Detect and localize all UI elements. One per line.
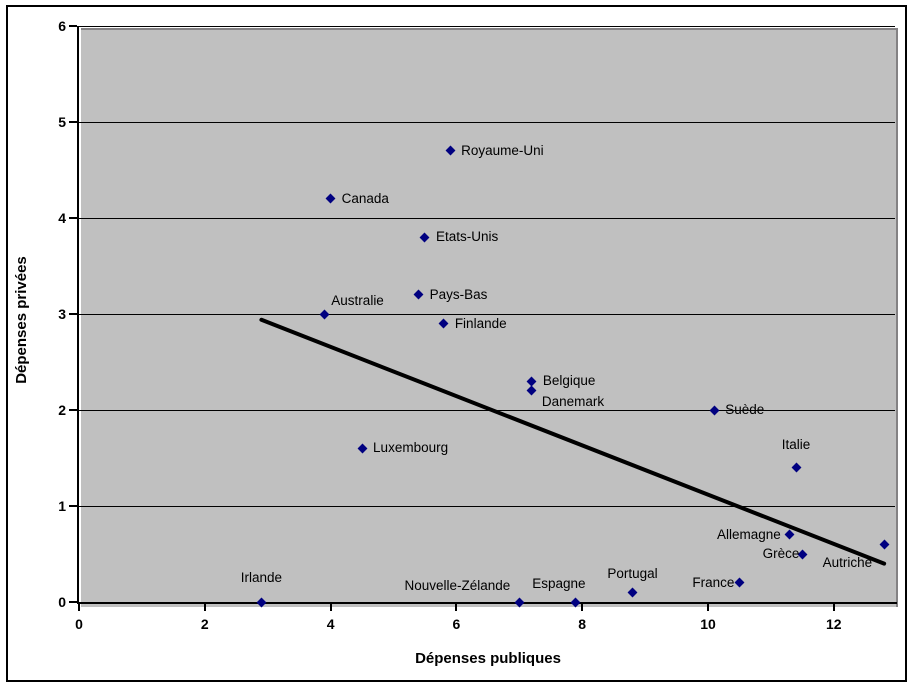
point-label-australie: Australie	[331, 293, 384, 308]
point-label-grece: Grèce	[762, 546, 800, 561]
point-label-pays-bas: Pays-Bas	[429, 286, 488, 302]
point-label-royaume-uni: Royaume-Uni	[461, 142, 544, 158]
point-label-finlande: Finlande	[454, 315, 507, 331]
trendline-layer	[259, 317, 887, 566]
point-label-luxembourg: Luxembourg	[373, 440, 449, 456]
x-tick-label-8: 8	[578, 616, 587, 632]
plot-area	[81, 28, 898, 607]
x-axis-tick-12	[832, 604, 835, 611]
point-label-italie: Italie	[781, 436, 811, 452]
x-tick-label-0: 0	[75, 616, 83, 632]
y-axis-line	[77, 26, 79, 604]
x-axis-tick-6	[455, 604, 458, 611]
gridline-y-3	[79, 314, 895, 315]
y-axis-tick-0	[69, 601, 77, 603]
gridline-y-4	[79, 218, 895, 219]
x-tick-label-12: 12	[826, 616, 842, 632]
gridline-y-6	[79, 26, 895, 27]
x-tick-label-10: 10	[700, 616, 716, 632]
x-tick-label-6: 6	[452, 616, 461, 632]
y-axis-tick-2	[69, 409, 77, 411]
y-tick-label-3: 3	[58, 306, 66, 322]
point-label-irlande: Irlande	[240, 570, 283, 585]
y-axis-tick-1	[69, 505, 77, 507]
x-tick-label-4: 4	[326, 616, 335, 632]
y-axis-tick-5	[69, 121, 77, 123]
y-tick-label-6: 6	[58, 18, 66, 34]
gridline-y-1	[79, 506, 895, 507]
point-label-etats-unis: Etats-Unis	[435, 229, 499, 245]
y-axis-tick-6	[69, 25, 77, 27]
x-axis-line	[77, 602, 897, 604]
trendline	[259, 317, 887, 566]
point-label-canada: Canada	[341, 190, 389, 206]
gridline-y-5	[79, 122, 895, 123]
x-axis-tick-10	[707, 604, 709, 611]
gridline-y-2	[79, 410, 895, 411]
y-axis-tick-3	[69, 313, 77, 315]
y-tick-label-5: 5	[58, 114, 66, 130]
x-axis-tick-2	[203, 604, 206, 611]
point-label-nouvelle-zelande: Nouvelle-Zélande	[404, 578, 511, 593]
point-label-suede: Suède	[725, 402, 765, 417]
x-axis-tick-0	[78, 604, 80, 611]
point-label-espagne: Espagne	[532, 576, 586, 591]
point-label-belgique: Belgique	[542, 373, 596, 389]
y-tick-label-1: 1	[58, 498, 66, 514]
point-label-autriche: Autriche	[822, 555, 873, 571]
x-tick-label-2: 2	[200, 616, 209, 632]
y-tick-label-0: 0	[58, 594, 66, 610]
point-label-danemark: Danemark	[541, 393, 605, 409]
x-axis-tick-8	[581, 604, 584, 611]
point-label-france: France	[692, 574, 735, 590]
y-tick-label-4: 4	[58, 210, 66, 226]
point-label-allemagne: Allemagne	[716, 526, 781, 542]
x-axis-title: Dépenses publiques	[415, 650, 561, 667]
y-axis-tick-4	[69, 217, 77, 219]
y-tick-label-2: 2	[58, 402, 66, 418]
point-label-portugal: Portugal	[607, 566, 658, 582]
x-axis-tick-4	[329, 604, 332, 611]
